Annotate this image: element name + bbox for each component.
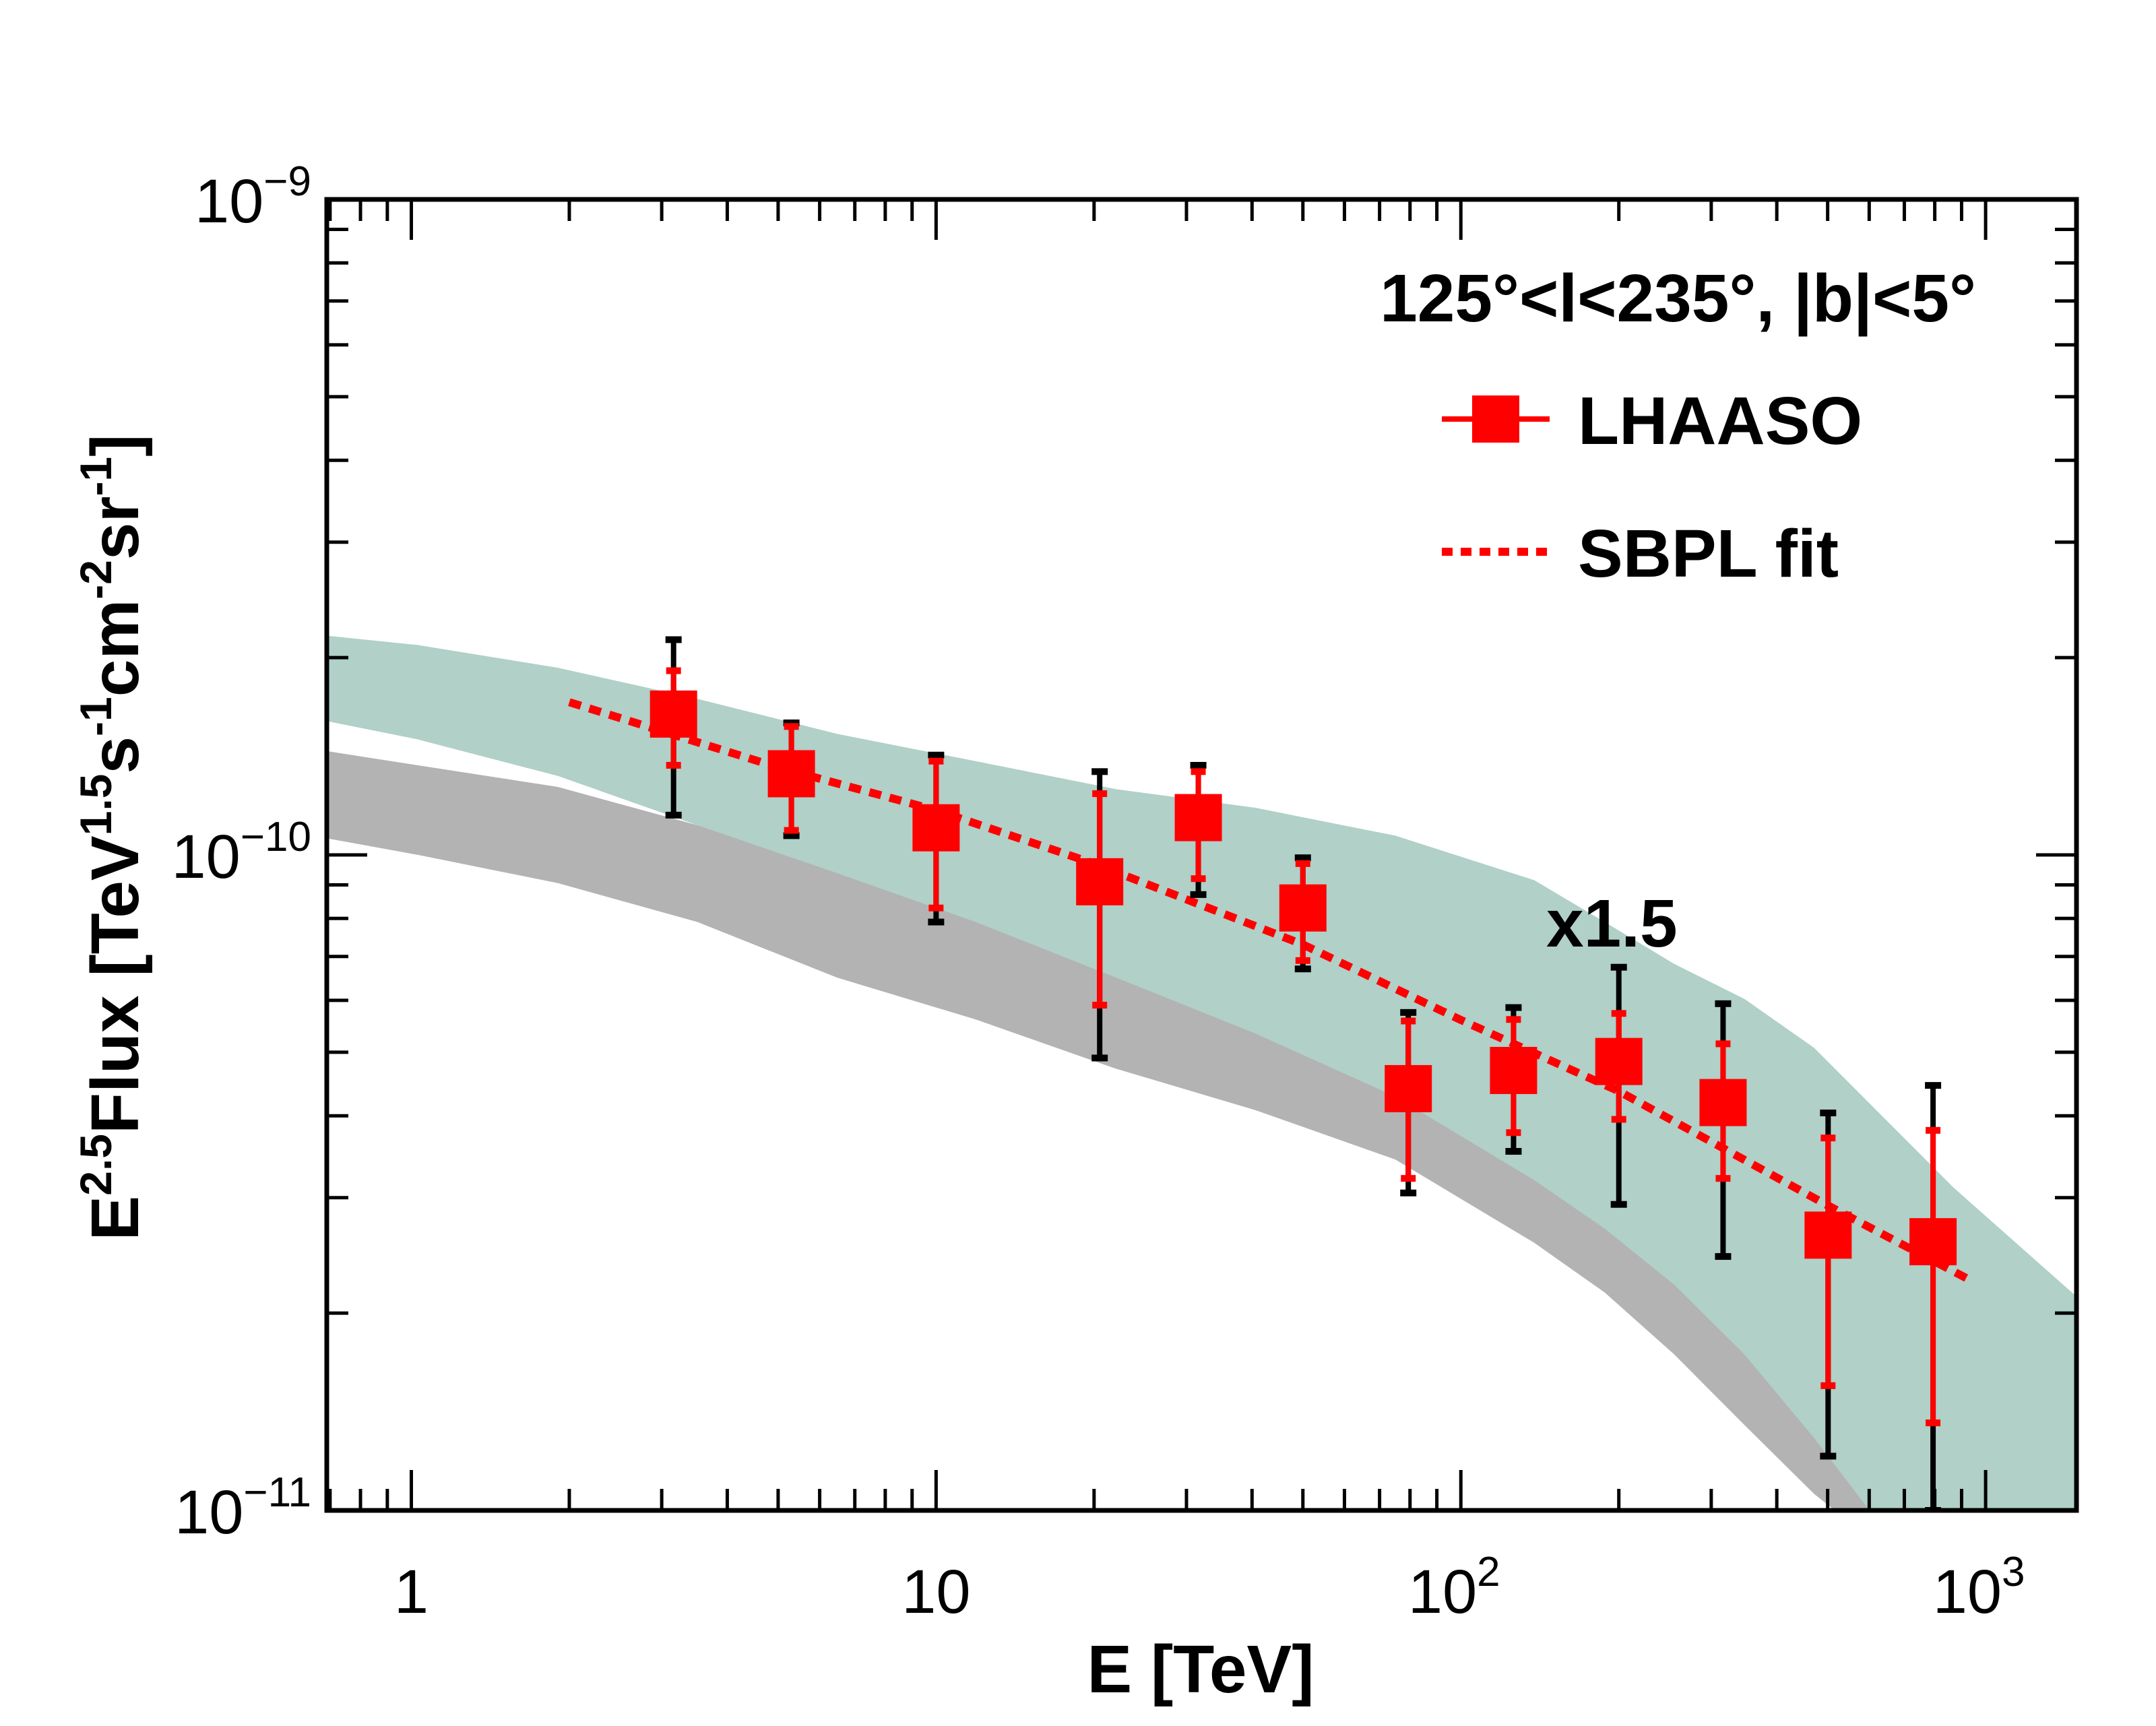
data-marker [1076,858,1124,905]
data-marker [767,750,815,798]
stat-error-cap-low [1820,1382,1836,1389]
total-error-cap-high [1294,854,1311,862]
data-point [1385,1009,1432,1196]
stat-error-cap-high [1401,1017,1416,1025]
stat-error-cap-low [928,904,944,912]
stat-error-cap-high [1506,1016,1521,1023]
data-point [649,636,697,819]
data-marker [1595,1037,1643,1085]
data-point [1490,1004,1537,1155]
stat-error-cap-high [1926,1126,1941,1134]
total-error-cap-low [1610,1201,1627,1208]
legend-fit-label: SBPL fit [1578,516,1839,592]
stat-error-cap-low [1506,1129,1521,1137]
stat-error-cap-low [666,761,681,769]
scale-annotation: x1.5 [1546,886,1678,961]
stat-error-cap-low [784,827,799,834]
stat-error-cap-low [1926,1419,1941,1427]
data-point [1076,768,1124,1062]
data-marker [1279,884,1327,932]
y-tick-label: 10−9 [195,158,311,236]
data-point [1174,761,1222,898]
stat-error-cap-high [1191,768,1206,775]
data-marker [1174,794,1222,841]
total-error-cap-low [928,918,945,926]
total-error-cap-low [1294,965,1311,973]
data-point [1804,1109,1852,1460]
total-error-cap-high [1610,963,1627,971]
x-tick-label: 103 [1933,1549,2025,1626]
stat-error-cap-low [1401,1175,1416,1182]
x-axis-title: E [TeV] [1087,1632,1314,1707]
stat-error-cap-high [1715,1040,1731,1048]
stat-error-cap-high [1611,1010,1626,1017]
total-error-cap-high [928,751,945,759]
legend-lhaaso-marker [1472,395,1519,443]
x-tick-label: 102 [1408,1549,1500,1626]
data-points-layer [649,636,1957,1510]
data-marker [912,804,960,852]
x-tick-label: 1 [394,1558,429,1626]
data-marker [1909,1218,1957,1266]
y-tick-label: 10−11 [175,1469,311,1547]
data-marker [1385,1064,1432,1112]
data-marker [1490,1046,1537,1094]
data-point [1909,1082,1957,1510]
stat-error-cap-low [1191,875,1206,883]
data-point [767,720,815,839]
total-error-cap-high [1190,761,1207,769]
total-error-cap-low [1400,1189,1417,1196]
total-error-cap-low [1715,1253,1732,1260]
total-error-cap-high [665,636,682,643]
data-point [1595,963,1643,1208]
total-error-cap-high [783,720,800,727]
total-error-cap-high [1400,1009,1417,1016]
data-marker [1804,1211,1852,1259]
stat-error-cap-high [1820,1134,1836,1142]
stat-error-cap-high [928,757,944,765]
total-error-cap-high [1820,1109,1837,1116]
data-point [1699,1000,1747,1260]
total-error-cap-high [1715,1000,1732,1007]
data-point [912,751,960,926]
total-error-cap-low [1820,1452,1837,1460]
legend-lhaaso-label: LHAASO [1578,383,1862,459]
stat-error-cap-low [1092,1001,1108,1009]
data-marker [649,690,697,738]
stat-error-cap-high [1295,860,1310,867]
x-tick-label: 10 [901,1558,970,1626]
region-annotation: 125°<l<235°, |b|<5° [1380,261,1976,337]
data-marker [1699,1079,1747,1126]
data-point [1279,854,1327,973]
total-error-cap-high [1505,1004,1522,1011]
stat-error-cap-low [1295,957,1310,964]
stat-error-cap-low [1715,1175,1731,1182]
stat-error-cap-low [1611,1116,1626,1123]
y-tick-label: 10−10 [171,814,311,891]
total-error-cap-low [1190,891,1207,898]
y-axis-title: E2.5Flux [TeV1.5s-1cm-2sr-1] [71,435,153,1241]
total-error-cap-low [783,832,800,839]
total-error-cap-low [1091,1054,1108,1062]
model-band [327,750,1898,1510]
total-error-cap-high [1925,1082,1942,1089]
stat-error-cap-high [1092,790,1108,798]
stat-error-cap-high [784,723,799,730]
total-error-cap-high [1091,768,1108,775]
axes: 1 10 102 103 10−9 10−10 10−11 [171,158,2079,1626]
legend: LHAASO SBPL fit [1442,383,1862,592]
total-error-cap-low [665,811,682,819]
stat-error-cap-high [666,667,681,674]
total-error-cap-low [1505,1148,1522,1155]
